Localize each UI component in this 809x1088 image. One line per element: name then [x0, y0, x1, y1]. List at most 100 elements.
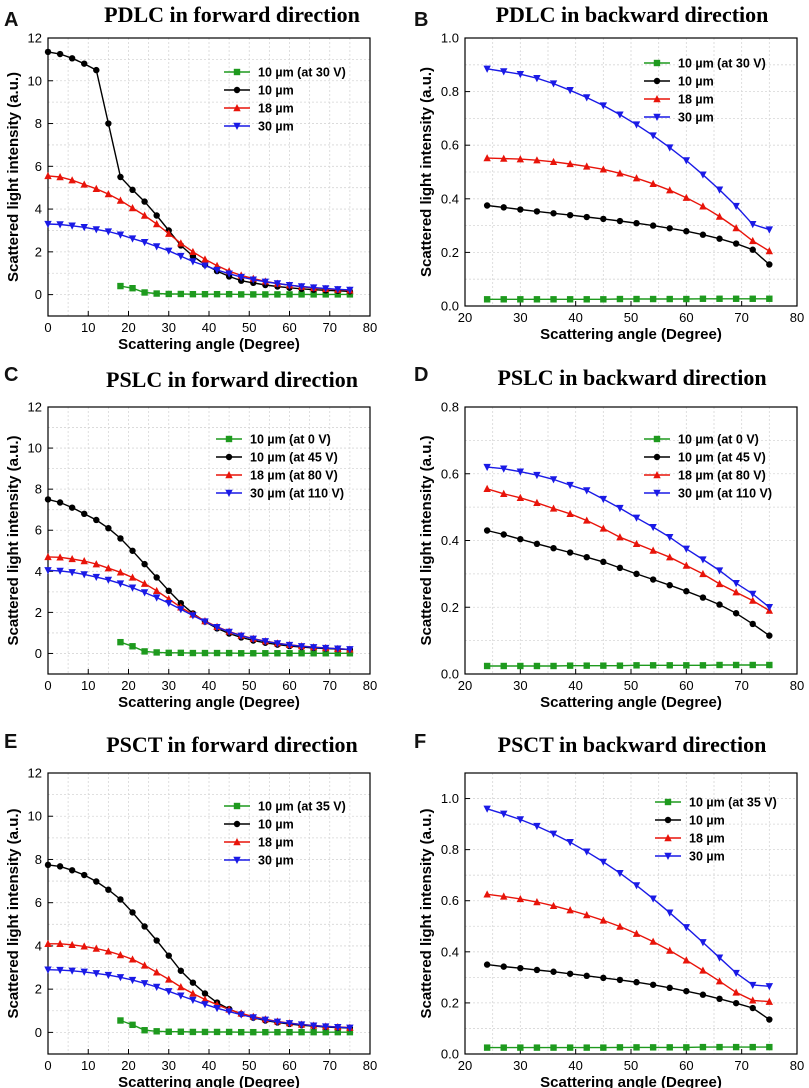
- x-tick-label: 50: [624, 678, 638, 693]
- data-point: [732, 580, 740, 588]
- data-point: [285, 641, 294, 650]
- legend-marker: [653, 489, 661, 497]
- x-tick-label: 70: [734, 678, 748, 693]
- data-point: [152, 983, 161, 991]
- data-point: [550, 662, 557, 670]
- data-point: [500, 204, 507, 211]
- legend-marker: [225, 471, 233, 479]
- legend: 10 µm (at 30 V) 10 µm 18 µm 30 µm: [644, 57, 766, 125]
- data-point: [334, 645, 342, 653]
- data-point: [286, 291, 293, 298]
- data-point: [600, 662, 607, 669]
- data-point: [44, 552, 52, 561]
- data-point: [666, 144, 674, 152]
- data-point: [483, 805, 491, 813]
- x-tick-label: 0: [44, 1058, 51, 1073]
- data-point: [56, 863, 64, 870]
- data-point: [616, 169, 624, 177]
- data-point: [616, 869, 624, 878]
- data-point: [274, 1028, 281, 1036]
- data-point: [616, 976, 624, 984]
- data-point: [715, 567, 724, 575]
- data-point: [599, 165, 608, 173]
- data-point: [516, 493, 525, 501]
- data-point: [140, 980, 149, 988]
- data-point: [549, 504, 558, 512]
- data-point: [346, 646, 354, 654]
- data-point: [666, 225, 673, 232]
- series-line-black: [487, 204, 770, 266]
- data-point: [262, 650, 269, 657]
- data-point: [238, 650, 245, 657]
- data-point: [213, 290, 221, 298]
- y-axis-label: Scattered light intensity (a.u.): [5, 435, 22, 645]
- y-axis-label: Scattered light intensity (a.u.): [418, 67, 435, 277]
- data-point: [732, 202, 740, 211]
- data-point: [749, 620, 756, 628]
- chart-panel-b: B PDLC in backward direction 20 30 40 50 60 70 8…: [414, 2, 804, 343]
- data-point: [297, 1021, 306, 1029]
- data-point: [153, 574, 160, 581]
- data-point: [649, 179, 657, 187]
- data-point: [56, 499, 64, 506]
- data-point: [105, 524, 112, 532]
- data-point: [583, 1044, 590, 1051]
- chart-title: PSCT in forward direction: [106, 732, 358, 757]
- data-point: [68, 554, 76, 563]
- legend-marker: [233, 86, 241, 94]
- y-tick-label: 0.2: [441, 995, 459, 1010]
- data-point: [93, 516, 100, 524]
- data-point: [129, 547, 136, 554]
- data-point: [80, 224, 88, 232]
- y-axis-label: Scattered light intensity (a.u.): [418, 435, 435, 645]
- series-black: [44, 496, 354, 653]
- data-point: [44, 220, 52, 229]
- x-tick-label: 20: [458, 1058, 472, 1073]
- data-point: [189, 996, 197, 1004]
- data-point: [533, 662, 541, 670]
- y-tick-label: 12: [28, 400, 42, 415]
- data-point: [128, 584, 137, 592]
- x-tick-label: 40: [202, 320, 216, 335]
- data-point: [165, 599, 173, 608]
- series-green: [483, 661, 773, 670]
- data-point: [649, 662, 657, 669]
- data-point: [153, 649, 160, 656]
- data-point: [732, 224, 740, 232]
- data-point: [189, 989, 197, 997]
- data-point: [483, 202, 491, 209]
- y-tick-label: 0.6: [441, 138, 459, 153]
- chart-title: PDLC in backward direction: [496, 2, 769, 27]
- series-blue: [44, 966, 354, 1032]
- data-point: [68, 55, 76, 62]
- data-point: [666, 1044, 673, 1051]
- data-point: [566, 839, 574, 847]
- series-line-blue: [47, 223, 350, 291]
- series-green: [117, 638, 354, 657]
- data-point: [500, 154, 508, 162]
- data-point: [322, 1028, 329, 1036]
- data-point: [273, 1018, 282, 1026]
- data-point: [310, 650, 317, 657]
- data-point: [699, 1043, 707, 1051]
- series-red: [44, 939, 354, 1031]
- data-point: [749, 981, 757, 990]
- x-tick-label: 60: [679, 310, 693, 325]
- data-point: [566, 662, 574, 669]
- data-point: [633, 979, 640, 986]
- data-point: [749, 1004, 756, 1012]
- data-point: [177, 252, 185, 261]
- data-point: [68, 940, 76, 949]
- data-point: [81, 871, 88, 879]
- legend-entry: 18 µm (at 80 V): [250, 469, 338, 483]
- data-point: [310, 1028, 317, 1036]
- y-tick-label: 8: [35, 116, 42, 131]
- data-point: [117, 173, 124, 181]
- x-tick-label: 10: [81, 678, 95, 693]
- data-point: [129, 909, 136, 916]
- data-point: [649, 132, 657, 140]
- data-point: [649, 295, 657, 303]
- data-point: [683, 228, 690, 235]
